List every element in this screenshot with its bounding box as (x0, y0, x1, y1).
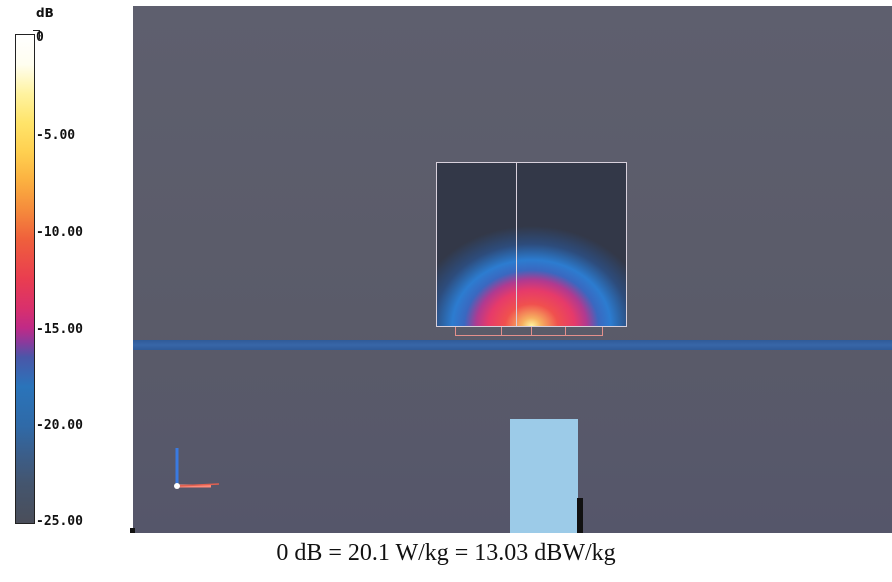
device-edge (577, 498, 583, 533)
antenna-segment (565, 327, 566, 336)
legend-tick-20: -20.00 (36, 418, 83, 433)
antenna-segment (501, 327, 502, 336)
legend-tick-25: -25.00 (36, 514, 83, 529)
legend-tick-0: 0 (36, 30, 44, 45)
legend-unit: dB (36, 6, 54, 20)
horizontal-band (133, 340, 892, 350)
figure-caption: 0 dB = 20.1 W/kg = 13.03 dBW/kg (276, 540, 616, 566)
antenna-segment (531, 327, 532, 336)
legend-tick-5: -5.00 (36, 128, 76, 143)
legend-tick-10: -10.00 (36, 225, 83, 240)
plot-corner-mark (130, 528, 135, 533)
sar-plot-area (133, 6, 892, 533)
box-center-divider (516, 162, 517, 327)
color-scale-bar (15, 34, 35, 524)
antenna-outline (455, 327, 603, 336)
field-distribution-box (436, 162, 627, 327)
device-block (510, 419, 578, 533)
legend-tick-15: -15.00 (36, 322, 83, 337)
axis-triad-icon (174, 448, 220, 489)
legend-top-tick (33, 30, 40, 39)
